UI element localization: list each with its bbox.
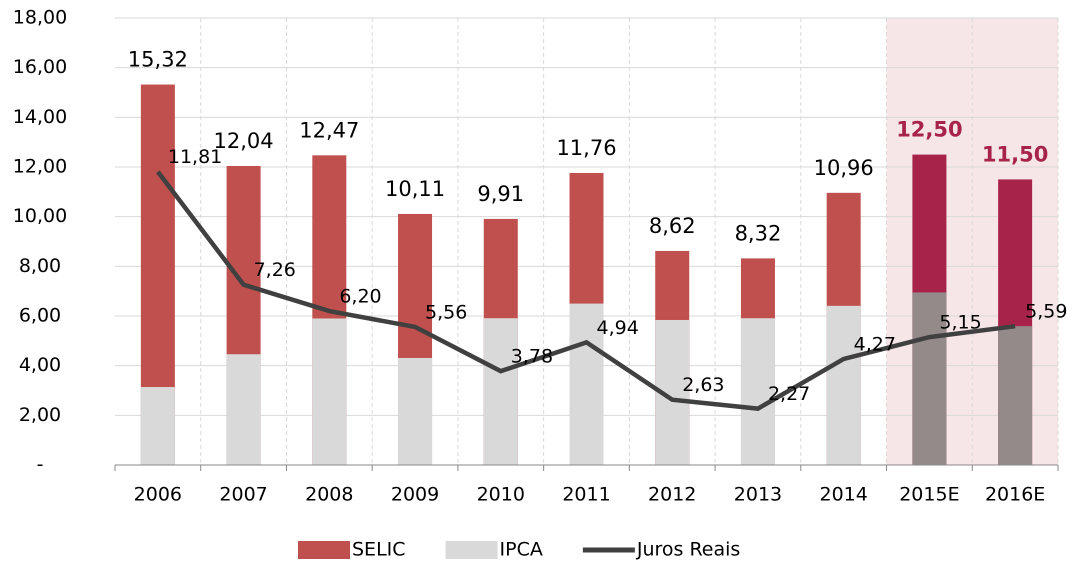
- bar: [998, 326, 1033, 465]
- y-tick-label: 14,00: [13, 106, 67, 128]
- line-value-label: 5,56: [425, 301, 467, 323]
- line-value-label: 5,59: [1025, 301, 1067, 323]
- line-value-label: 11,81: [168, 146, 222, 168]
- y-tick-label: 2,00: [19, 404, 61, 426]
- bar-value-label: 10,96: [814, 156, 874, 180]
- bar: [740, 318, 775, 465]
- legend-label: SELIC: [352, 539, 406, 561]
- bar: [140, 387, 175, 465]
- line-value-label: 7,26: [254, 259, 296, 281]
- legend-label: IPCA: [500, 539, 543, 561]
- y-tick-label: -: [37, 454, 44, 476]
- line-value-label: 6,20: [339, 286, 381, 308]
- y-tick-label: 12,00: [13, 156, 67, 178]
- line-value-label: 4,94: [597, 317, 639, 339]
- bar-value-label: 12,50: [896, 118, 962, 142]
- x-tick-label: 2008: [305, 484, 353, 506]
- bar-value-label: 8,62: [649, 214, 696, 238]
- bar: [483, 318, 518, 465]
- bar: [312, 318, 347, 465]
- x-tick-label: 2011: [562, 484, 610, 506]
- x-tick-label: 2012: [648, 484, 696, 506]
- bar-value-label: 11,50: [982, 142, 1048, 166]
- bar-value-label: 12,47: [299, 118, 359, 142]
- bar-value-label: 9,91: [477, 182, 524, 206]
- line: [156, 170, 1016, 411]
- bar-value-label: 15,32: [128, 48, 188, 72]
- x-tick-label: 2016E: [985, 484, 1045, 506]
- x-tick-label: 2006: [134, 484, 182, 506]
- x-tick-label: 2014: [820, 484, 868, 506]
- bar: [912, 292, 947, 465]
- legend-swatch: [298, 541, 350, 559]
- y-tick-label: 18,00: [13, 7, 67, 29]
- bar: [398, 357, 433, 465]
- x-tick-label: 2009: [391, 484, 439, 506]
- y-tick-label: 10,00: [13, 205, 67, 227]
- bar: [226, 354, 261, 465]
- x-tick-label: 2013: [734, 484, 782, 506]
- bar-value-label: 8,32: [735, 221, 782, 245]
- bar-value-label: 11,76: [556, 136, 616, 160]
- bar-value-label: 10,11: [385, 177, 445, 201]
- y-tick-label: 16,00: [13, 56, 67, 78]
- x-tick-label: 2010: [477, 484, 525, 506]
- line-value-label: 4,27: [854, 333, 896, 355]
- legend-label: Juros Reais: [636, 539, 740, 561]
- y-tick-label: 8,00: [19, 255, 61, 277]
- bar: [826, 305, 861, 465]
- y-tick-label: 4,00: [19, 354, 61, 376]
- bar-value-label: 12,04: [214, 129, 274, 153]
- line-value-label: 3,78: [511, 346, 553, 368]
- legend-swatch: [445, 541, 498, 559]
- x-tick-label: 2007: [219, 484, 267, 506]
- bar: [569, 303, 604, 465]
- line-value-label: 5,15: [939, 312, 981, 334]
- line-value-label: 2,63: [682, 374, 724, 396]
- x-tick-label: 2015E: [899, 484, 959, 506]
- y-tick-label: 6,00: [19, 305, 61, 327]
- line-value-label: 2,27: [768, 383, 810, 405]
